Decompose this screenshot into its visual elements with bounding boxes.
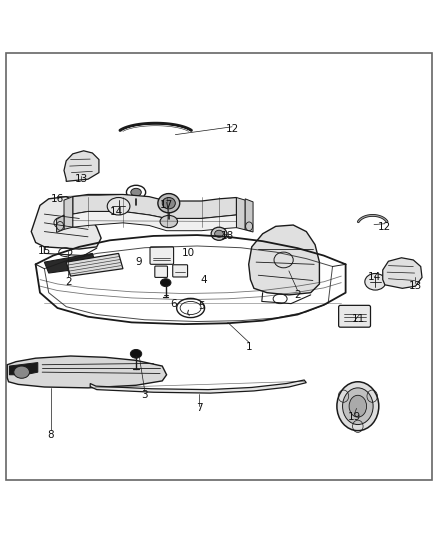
Polygon shape [258,254,311,274]
Polygon shape [383,258,422,288]
Polygon shape [64,151,99,181]
Polygon shape [7,356,166,388]
Text: 7: 7 [196,403,203,414]
Ellipse shape [160,279,171,287]
Text: 6: 6 [170,298,177,309]
Ellipse shape [162,198,175,209]
Ellipse shape [107,198,130,215]
Ellipse shape [131,188,141,196]
Text: 1: 1 [246,342,253,352]
Ellipse shape [158,193,180,213]
Ellipse shape [343,388,373,425]
Text: 13: 13 [75,174,88,184]
Text: 15: 15 [38,246,51,256]
Text: 13: 13 [409,281,422,291]
Ellipse shape [129,203,143,213]
FancyBboxPatch shape [173,265,187,277]
Text: 11: 11 [352,314,365,324]
Text: 3: 3 [141,390,148,400]
Text: 17: 17 [160,200,173,211]
FancyBboxPatch shape [155,266,167,277]
Text: 5: 5 [198,301,205,311]
Polygon shape [249,225,319,295]
FancyBboxPatch shape [339,305,371,327]
Ellipse shape [160,215,177,228]
Text: 2: 2 [294,290,301,300]
Polygon shape [237,198,245,230]
Ellipse shape [211,227,227,240]
Polygon shape [245,199,253,232]
Text: 9: 9 [135,257,141,267]
FancyBboxPatch shape [150,247,173,264]
Ellipse shape [365,273,386,290]
Ellipse shape [337,382,379,431]
Text: 14: 14 [367,272,381,282]
Polygon shape [44,253,97,273]
Polygon shape [73,212,237,231]
Text: 14: 14 [110,207,123,217]
Polygon shape [10,362,38,375]
Polygon shape [66,253,123,276]
Text: 2: 2 [65,277,72,287]
Polygon shape [31,197,101,249]
Polygon shape [57,215,64,232]
Polygon shape [90,380,306,393]
Polygon shape [64,197,73,229]
Text: 10: 10 [182,248,195,259]
Text: 12: 12 [378,222,392,232]
Text: 19: 19 [348,412,361,422]
Polygon shape [73,195,237,219]
Text: 18: 18 [221,231,234,241]
Ellipse shape [349,395,367,417]
Ellipse shape [14,366,29,378]
Ellipse shape [215,230,223,237]
Text: 8: 8 [48,430,54,440]
Text: 16: 16 [51,194,64,204]
Text: 4: 4 [201,274,207,285]
Ellipse shape [131,350,142,358]
Text: 12: 12 [226,124,239,134]
